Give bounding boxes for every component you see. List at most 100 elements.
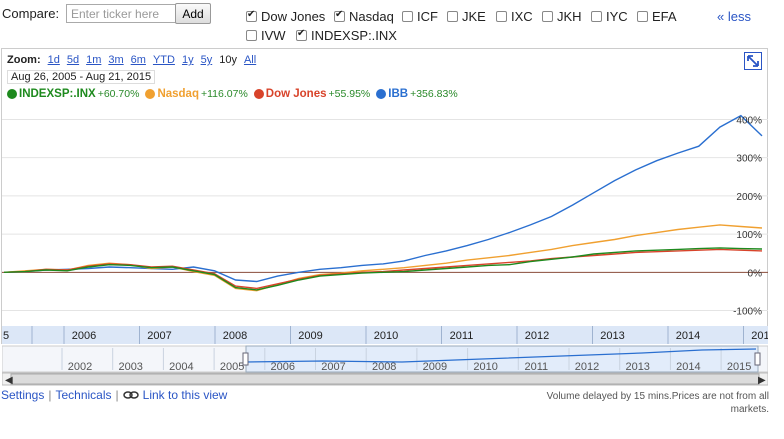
legend-change: +55.95% bbox=[328, 88, 371, 100]
zoom-label: Zoom: bbox=[7, 54, 41, 66]
zoom-bar: Zoom: 1d 5d 1m 3m 6m YTD 1y 5y 10y All bbox=[7, 54, 256, 66]
compare-item-label: IYC bbox=[606, 9, 628, 24]
navigator-year-label: 2008 bbox=[372, 361, 396, 373]
navigator-year-label: 2015 bbox=[727, 361, 751, 373]
navigator-year-label: 2003 bbox=[118, 361, 142, 373]
fullscreen-icon[interactable] bbox=[744, 52, 762, 70]
compare-checkbox-ivw[interactable]: IVW bbox=[246, 28, 286, 43]
checkbox-icon[interactable] bbox=[542, 11, 553, 22]
compare-item-label: Dow Jones bbox=[261, 9, 326, 24]
date-range[interactable]: Aug 26, 2005 - Aug 21, 2015 bbox=[7, 70, 156, 84]
x-tick-label: 2014 bbox=[676, 330, 700, 342]
separator: | bbox=[115, 388, 119, 402]
series-dot-icon bbox=[145, 89, 156, 99]
checkbox-icon[interactable] bbox=[246, 30, 257, 41]
zoom-all[interactable]: All bbox=[243, 54, 257, 66]
separator: | bbox=[48, 388, 52, 402]
compare-item-label: IXC bbox=[511, 9, 533, 24]
x-tick-label: 2006 bbox=[72, 330, 96, 342]
navigator-year-label: 2002 bbox=[68, 361, 92, 373]
settings-link[interactable]: Settings bbox=[1, 388, 45, 402]
legend-name: INDEXSP:.INX bbox=[19, 88, 96, 100]
compare-item-label: JKE bbox=[462, 9, 486, 24]
x-tick-label: 2007 bbox=[147, 330, 171, 342]
y-tick-label: 100% bbox=[736, 230, 762, 241]
add-button[interactable]: Add bbox=[175, 3, 211, 24]
volume-disclaimer: Volume delayed by 15 mins.Prices are not… bbox=[546, 391, 769, 415]
checkbox-icon[interactable] bbox=[591, 11, 602, 22]
checkbox-icon[interactable] bbox=[402, 11, 413, 22]
zoom-1y[interactable]: 1y bbox=[181, 54, 194, 66]
checkbox-icon[interactable] bbox=[637, 11, 648, 22]
navigator-year-label: 2004 bbox=[169, 361, 193, 373]
navigator-year-label: 2007 bbox=[321, 361, 345, 373]
y-tick-label: 400% bbox=[736, 115, 762, 126]
navigator-handle-left[interactable] bbox=[242, 352, 249, 366]
checkbox-icon[interactable] bbox=[496, 11, 507, 22]
compare-item-label: Nasdaq bbox=[349, 9, 394, 24]
legend-name: IBB bbox=[388, 88, 409, 100]
y-tick-label: 0% bbox=[748, 268, 763, 279]
price-chart[interactable]: 400% 300% 200% 100% 0% -100% 5 2006 2007 2008 200… bbox=[2, 100, 768, 388]
compare-checkbox-indexsp[interactable]: INDEXSP:.INX bbox=[296, 28, 397, 43]
checkbox-icon[interactable] bbox=[447, 11, 458, 22]
legend-name: Nasdaq bbox=[157, 88, 199, 100]
compare-item-label: IVW bbox=[261, 28, 286, 43]
x-tick-label: 2015 bbox=[751, 330, 768, 342]
x-axis-band bbox=[2, 326, 768, 344]
ticker-input[interactable] bbox=[66, 4, 178, 23]
series-line-indexsp-inx bbox=[3, 247, 763, 291]
checkbox-checked-icon[interactable] bbox=[246, 9, 257, 22]
y-tick-label: 300% bbox=[736, 154, 762, 165]
navigator-year-label: 2010 bbox=[473, 361, 497, 373]
compare-checkbox-iyc[interactable]: IYC bbox=[591, 9, 628, 24]
scroll-left-icon[interactable]: ◀ bbox=[5, 375, 13, 386]
chart-legend: INDEXSP:.INX +60.70% Nasdaq +116.07% Dow J… bbox=[7, 88, 458, 100]
legend-change: +356.83% bbox=[410, 88, 458, 100]
x-tick-label: 5 bbox=[3, 330, 9, 342]
compare-item-label: JKH bbox=[557, 9, 582, 24]
y-tick-label: 200% bbox=[736, 192, 762, 203]
x-tick-label: 2012 bbox=[525, 330, 549, 342]
zoom-ytd[interactable]: YTD bbox=[152, 54, 175, 66]
navigator-trend-line bbox=[245, 348, 757, 363]
zoom-1d[interactable]: 1d bbox=[47, 54, 60, 66]
scrollbar-thumb[interactable] bbox=[10, 373, 760, 385]
x-tick-label: 2010 bbox=[374, 330, 398, 342]
compare-checkbox-dow-jones[interactable]: Dow Jones bbox=[246, 9, 325, 24]
compare-checkbox-jke[interactable]: JKE bbox=[447, 9, 486, 24]
compare-checkbox-nasdaq[interactable]: Nasdaq bbox=[334, 9, 394, 24]
checkbox-checked-icon[interactable] bbox=[296, 28, 307, 41]
zoom-5y[interactable]: 5y bbox=[200, 54, 213, 66]
legend-change: +60.70% bbox=[97, 88, 140, 100]
series-dot-icon bbox=[376, 89, 387, 99]
compare-checkbox-icf[interactable]: ICF bbox=[402, 9, 438, 24]
compare-checkbox-efa[interactable]: EFA bbox=[637, 9, 677, 24]
x-tick-label: 2008 bbox=[223, 330, 247, 342]
x-tick-label: 2013 bbox=[600, 330, 624, 342]
compare-item-label: EFA bbox=[652, 9, 677, 24]
zoom-6m[interactable]: 6m bbox=[130, 54, 146, 66]
compare-label: Compare: bbox=[2, 6, 60, 21]
navigator-year-label: 2005 bbox=[220, 361, 244, 373]
x-tick-label: 2009 bbox=[298, 330, 322, 342]
navigator-handle-right[interactable] bbox=[754, 352, 761, 366]
checkbox-checked-icon[interactable] bbox=[334, 9, 345, 22]
series-line-ibb bbox=[3, 114, 763, 283]
navigator-year-label: 2013 bbox=[625, 361, 649, 373]
technicals-link[interactable]: Technicals bbox=[55, 388, 112, 402]
legend-change: +116.07% bbox=[200, 88, 248, 100]
zoom-5d[interactable]: 5d bbox=[66, 54, 80, 66]
compare-item-label: ICF bbox=[417, 9, 438, 24]
scroll-right-icon[interactable]: ▶ bbox=[758, 375, 766, 386]
zoom-1m[interactable]: 1m bbox=[86, 54, 102, 66]
compare-checkbox-jkh[interactable]: JKH bbox=[542, 9, 582, 24]
legend-item-indexsp: INDEXSP:.INX +60.70% bbox=[7, 88, 139, 100]
navigator-year-label: 2009 bbox=[423, 361, 447, 373]
link-to-view[interactable]: Link to this view bbox=[142, 388, 228, 402]
less-link[interactable]: « less bbox=[717, 9, 751, 24]
zoom-3m[interactable]: 3m bbox=[108, 54, 124, 66]
compare-checkbox-ixc[interactable]: IXC bbox=[496, 9, 533, 24]
zoom-10y[interactable]: 10y bbox=[219, 54, 237, 66]
link-icon bbox=[122, 391, 139, 399]
